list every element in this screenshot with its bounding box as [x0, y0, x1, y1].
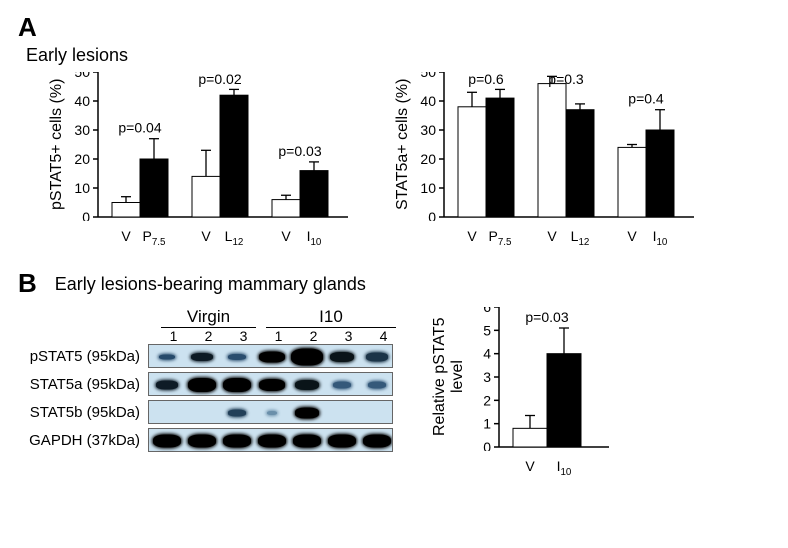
blot-group-label: I10 — [319, 307, 343, 327]
blot-strip — [148, 400, 393, 424]
chart-stat5a: STAT5a+ cells (%) 0 10 20 30 40 50 p=0.6 p=0.3 p=… — [394, 72, 700, 250]
svg-text:p=0.03: p=0.03 — [278, 143, 321, 159]
svg-text:50: 50 — [420, 72, 436, 80]
y-axis-label: pSTAT5+ cells (%) — [48, 72, 66, 217]
x-tick-label: V — [513, 458, 547, 474]
svg-text:0: 0 — [82, 209, 90, 221]
lane-number: 1 — [261, 328, 296, 344]
blot-strip — [148, 372, 393, 396]
svg-text:40: 40 — [74, 93, 90, 109]
blot-strip — [148, 428, 393, 452]
svg-text:p=0.6: p=0.6 — [468, 72, 504, 87]
blot-strip — [148, 344, 393, 368]
x-tick-label: V — [272, 228, 300, 244]
x-tick-label: I10 — [547, 458, 581, 478]
svg-text:40: 40 — [420, 93, 436, 109]
x-tick-label: I10 — [646, 228, 674, 248]
svg-text:p=0.3: p=0.3 — [548, 72, 584, 87]
svg-text:4: 4 — [483, 346, 491, 362]
svg-text:6: 6 — [483, 307, 491, 315]
lane-number: 4 — [366, 328, 401, 344]
lane-number: 2 — [296, 328, 331, 344]
blot-row-label: pSTAT5 (95kDa) — [18, 348, 148, 365]
panel-b-title: Early lesions-bearing mammary glands — [55, 274, 366, 295]
lane-number: 2 — [191, 328, 226, 344]
panel-a-title: Early lesions — [26, 45, 770, 66]
svg-text:30: 30 — [420, 122, 436, 138]
svg-text:30: 30 — [74, 122, 90, 138]
x-tick-label: I10 — [300, 228, 328, 248]
chart-pstat5: pSTAT5+ cells (%) 0 10 20 30 40 50 p=0.04 p=0.02… — [48, 72, 354, 250]
svg-text:0: 0 — [483, 439, 491, 451]
y-axis-label: Relative pSTAT5 level — [431, 307, 467, 447]
lane-number: 3 — [331, 328, 366, 344]
svg-text:20: 20 — [420, 151, 436, 167]
lane-number: 3 — [226, 328, 261, 344]
svg-text:p=0.02: p=0.02 — [198, 72, 241, 87]
svg-text:p=0.03: p=0.03 — [525, 309, 568, 325]
svg-text:p=0.04: p=0.04 — [118, 120, 161, 136]
svg-text:20: 20 — [74, 151, 90, 167]
svg-text:0: 0 — [428, 209, 436, 221]
svg-text:10: 10 — [74, 180, 90, 196]
svg-text:2: 2 — [483, 392, 491, 408]
svg-text:50: 50 — [74, 72, 90, 80]
blot-row-label: STAT5b (95kDa) — [18, 404, 148, 421]
lane-number: 1 — [156, 328, 191, 344]
svg-text:10: 10 — [420, 180, 436, 196]
y-axis-label: STAT5a+ cells (%) — [394, 72, 412, 217]
panel-b-label: B — [18, 268, 37, 299]
x-tick-label: P7.5 — [486, 228, 514, 248]
svg-text:3: 3 — [483, 369, 491, 385]
svg-text:1: 1 — [483, 416, 491, 432]
blot-row-label: GAPDH (37kDa) — [18, 432, 148, 449]
x-tick-label: V — [192, 228, 220, 244]
x-tick-label: V — [112, 228, 140, 244]
x-tick-label: P7.5 — [140, 228, 168, 248]
western-blots: VirginI101231234pSTAT5 (95kDa)STAT5a (95… — [18, 307, 401, 456]
x-tick-label: L12 — [220, 228, 248, 248]
svg-text:p=0.4: p=0.4 — [628, 91, 664, 107]
x-tick-label: V — [458, 228, 486, 244]
panel-a-label: A — [18, 12, 770, 43]
blot-row-label: STAT5a (95kDa) — [18, 376, 148, 393]
x-tick-label: V — [618, 228, 646, 244]
x-tick-label: L12 — [566, 228, 594, 248]
chart-relative-pstat5: Relative pSTAT5 level 0 1 2 3 4 5 6 p=0.03 VI10 — [431, 307, 615, 480]
x-tick-label: V — [538, 228, 566, 244]
svg-text:5: 5 — [483, 322, 491, 338]
blot-group-label: Virgin — [187, 307, 230, 327]
